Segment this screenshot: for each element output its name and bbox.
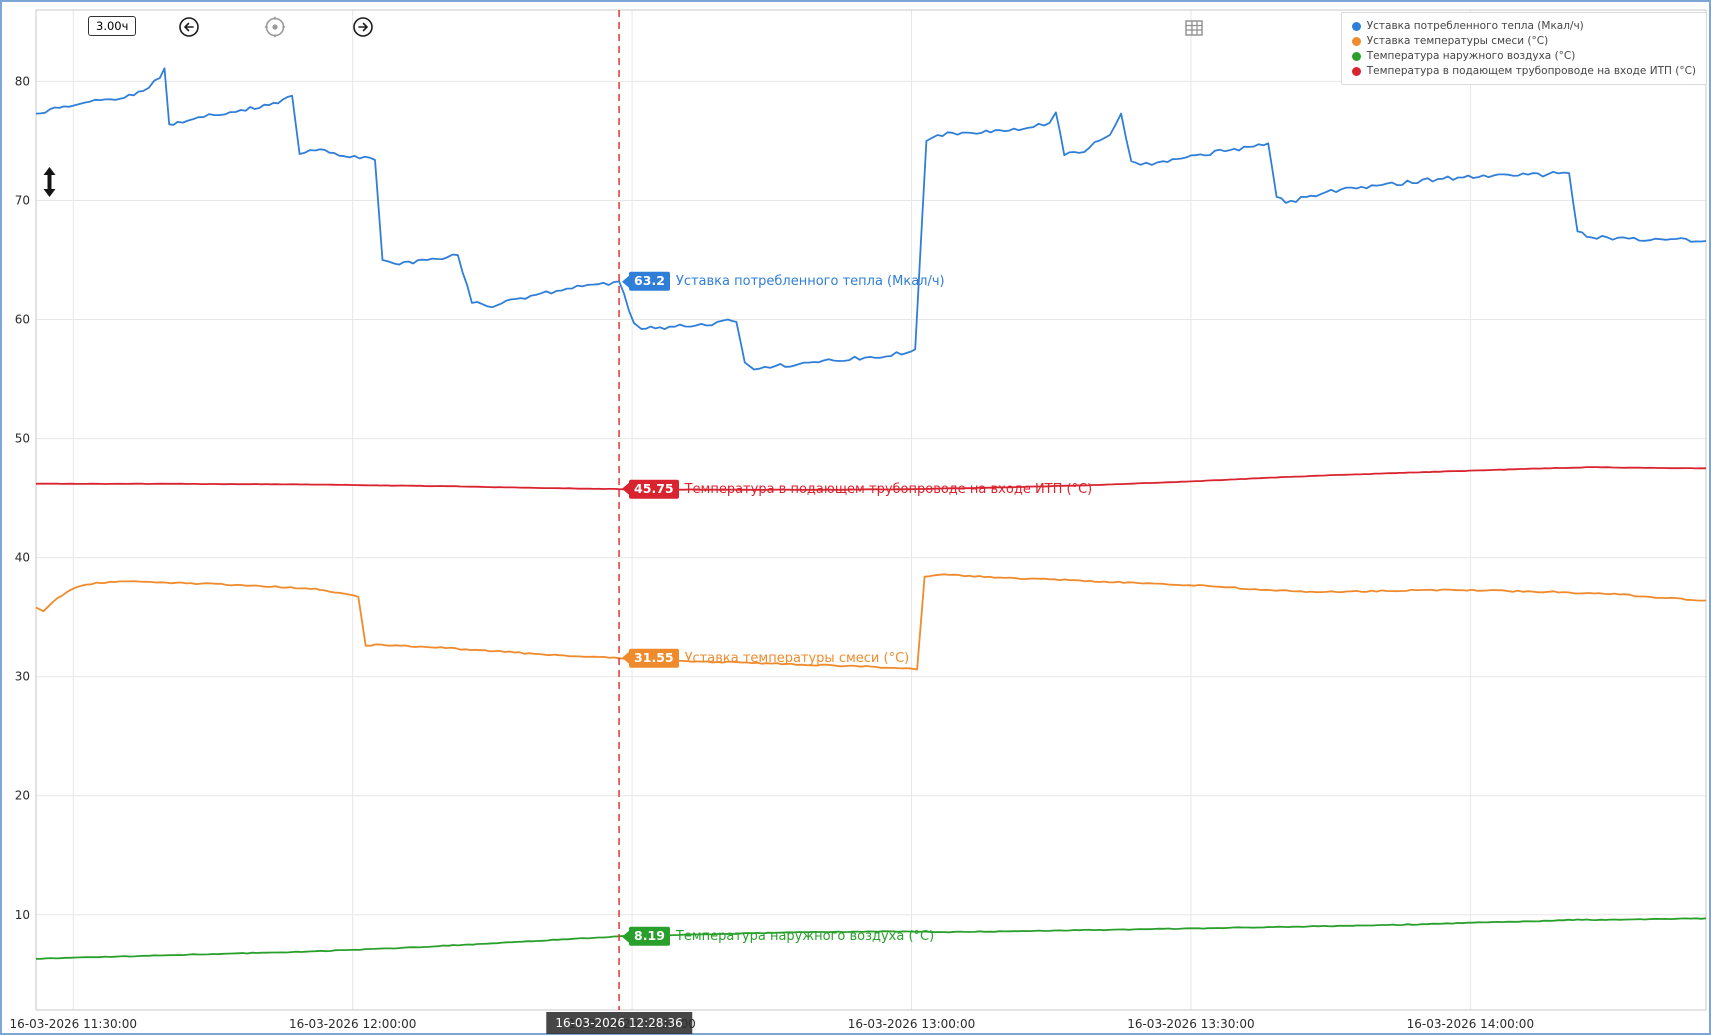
legend-label: Уставка температуры смеси (°C) [1366,35,1549,47]
y-axis-label: 20 [15,789,30,803]
x-axis-label: 16-03-2026 11:30:00 [10,1017,137,1031]
pan-right-button[interactable] [351,15,375,39]
x-axis-label: 16-03-2026 13:00:00 [848,1017,975,1031]
table-view-icon [1184,19,1204,41]
resize-vertical-icon [42,167,57,202]
legend-dot-icon [1351,36,1361,46]
pan-right-icon [351,17,375,42]
legend-dot-icon [1351,51,1361,61]
x-axis-label: 16-03-2026 14:00:00 [1407,1017,1534,1031]
y-axis-label: 80 [15,74,30,88]
cursor-timestamp-tooltip: 16-03-2026 12:28:36 [546,1012,692,1034]
series-line-0 [35,67,1707,371]
y-axis-label: 40 [15,551,30,565]
table-view-button[interactable] [1182,17,1206,41]
time-range-button[interactable]: 3.00ч [88,16,137,36]
legend-item-2[interactable]: Температура наружного воздуха (°C) [1351,50,1696,62]
y-axis-label: 50 [15,432,30,446]
y-axis-label: 10 [15,908,30,922]
legend-label: Температура наружного воздуха (°C) [1366,50,1576,62]
legend-dot-icon [1351,66,1361,76]
series-line-1 [35,573,1707,671]
x-axis-label: 16-03-2026 12:00:00 [289,1017,416,1031]
pan-left-icon [177,17,201,42]
live-center-icon [263,16,287,42]
legend: Уставка потребленного тепла (Мкал/ч) Уста… [1340,12,1707,85]
y-axis-label: 70 [15,193,30,207]
series-line-3 [35,466,1706,491]
y-axis-label: 30 [15,670,30,684]
legend-item-1[interactable]: Уставка температуры смеси (°C) [1351,35,1696,47]
pan-left-button[interactable] [177,15,201,39]
legend-item-0[interactable]: Уставка потребленного тепла (Мкал/ч) [1351,20,1696,32]
live-center-button[interactable] [263,15,287,39]
legend-dot-icon [1351,21,1361,31]
x-axis-label: 16-03-2026 13:30:00 [1127,1017,1254,1031]
legend-item-3[interactable]: Температура в подающем трубопроводе на в… [1351,65,1696,77]
series-line-2 [35,917,1707,960]
plot-border [35,9,1707,1011]
legend-label: Уставка потребленного тепла (Мкал/ч) [1366,20,1584,32]
y-axis-drag-handle[interactable] [42,166,57,202]
legend-label: Температура в подающем трубопроводе на в… [1366,65,1696,77]
y-axis-label: 60 [15,313,30,327]
